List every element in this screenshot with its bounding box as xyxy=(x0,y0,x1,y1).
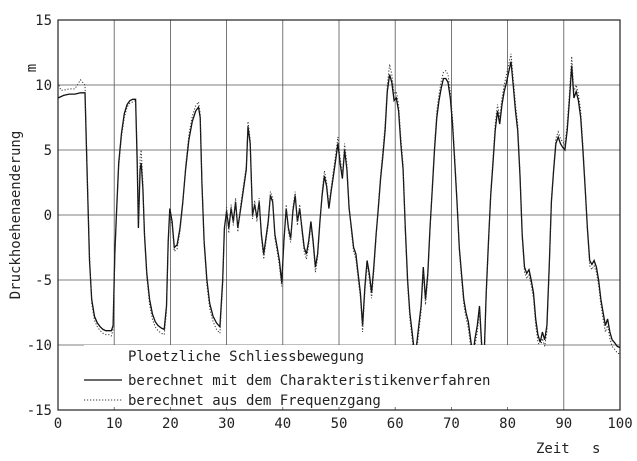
series-line-charakteristiken xyxy=(57,61,621,361)
y-tick-label: 0 xyxy=(44,208,52,224)
y-tick-label: 15 xyxy=(35,13,52,29)
plot-frame xyxy=(57,19,621,411)
x-tick-label: 20 xyxy=(162,416,179,432)
x-tick-label: 0 xyxy=(54,416,62,432)
x-tick-label: 60 xyxy=(387,416,404,432)
y-tick-label: -5 xyxy=(35,273,52,289)
x-tick-label: 30 xyxy=(218,416,235,432)
x-tick-label: 70 xyxy=(443,416,460,432)
x-axis-label: Zeit xyxy=(536,441,570,457)
x-tick-label: 80 xyxy=(499,416,516,432)
legend-entry-solid: berechnet mit dem Charakteristikenverfah… xyxy=(128,373,490,389)
y-tick-label: 10 xyxy=(35,78,52,94)
x-tick-label: 10 xyxy=(106,416,123,432)
y-axis-label: Druckhoehenaenderung xyxy=(8,131,24,300)
legend-background xyxy=(84,345,544,407)
tick-labels: 0 10 20 30 40 50 60 70 80 90 100 -15 -10 -5 0 5 10 15 xyxy=(27,13,633,432)
series-layer xyxy=(57,53,621,369)
x-tick-label: 50 xyxy=(331,416,348,432)
x-axis-unit: s xyxy=(592,441,600,457)
y-tick-label: -10 xyxy=(27,338,52,354)
legend: Ploetzliche Schliessbewegung berechnet m… xyxy=(84,345,544,409)
x-tick-label: 90 xyxy=(555,416,572,432)
y-tick-label: 5 xyxy=(44,143,52,159)
x-tick-label: 100 xyxy=(607,416,632,432)
x-tick-label: 40 xyxy=(274,416,291,432)
legend-entry-dotted: berechnet aus dem Frequenzgang xyxy=(128,393,381,409)
y-axis-unit: m xyxy=(24,64,40,72)
legend-title: Ploetzliche Schliessbewegung xyxy=(128,349,364,365)
y-tick-label: -15 xyxy=(27,403,52,419)
